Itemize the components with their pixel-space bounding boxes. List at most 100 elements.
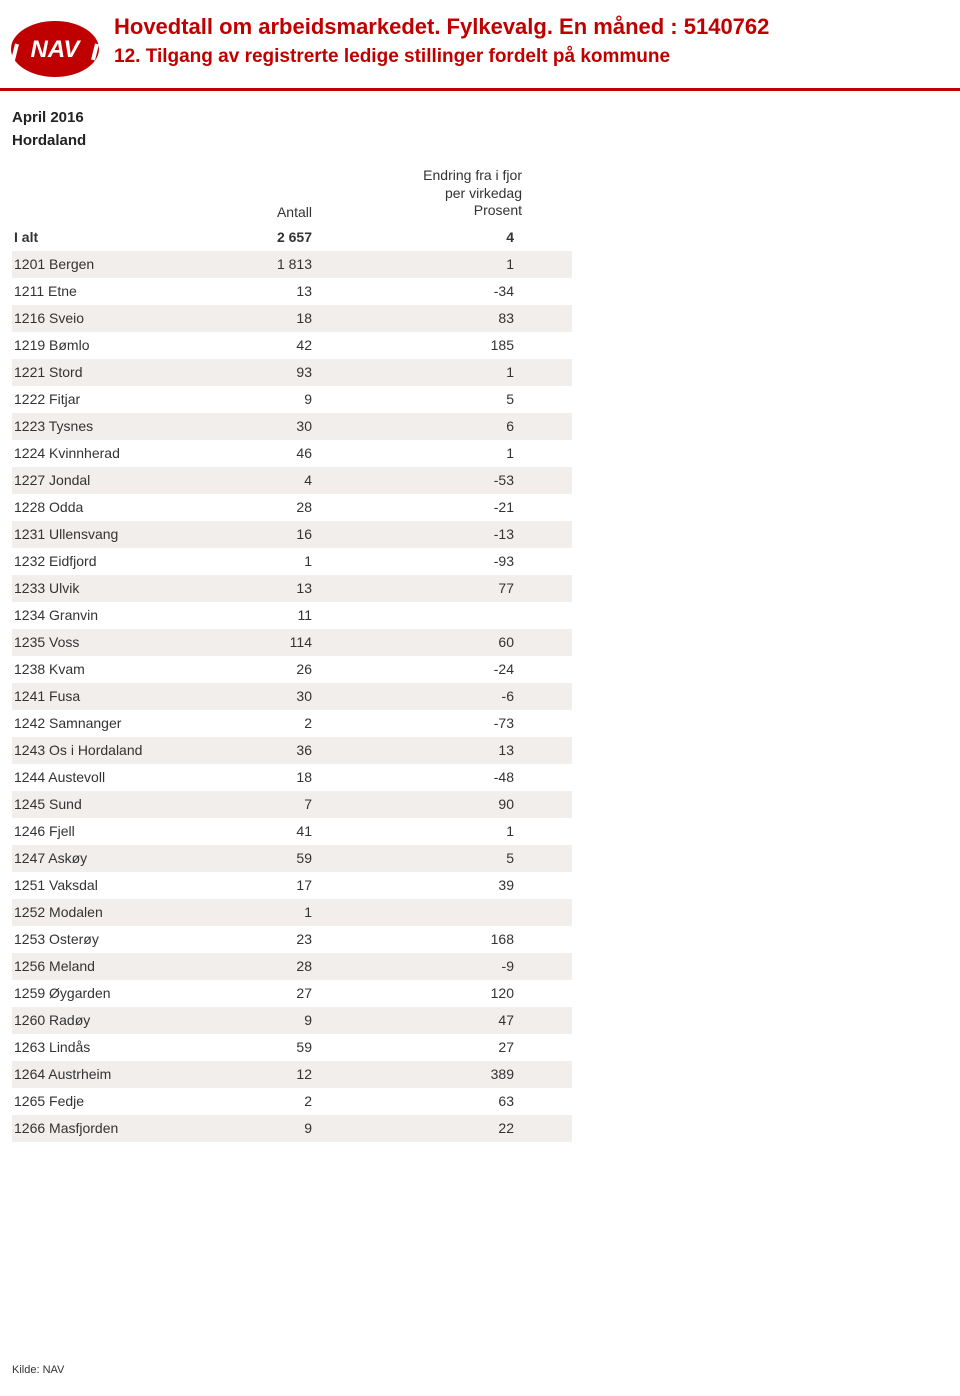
row-antall: 4: [202, 472, 322, 488]
row-antall: 93: [202, 364, 322, 380]
row-name: 1245 Sund: [12, 796, 202, 812]
row-change: 60: [322, 634, 522, 650]
row-name: 1228 Odda: [12, 499, 202, 515]
row-change: -73: [322, 715, 522, 731]
table-row: 1232 Eidfjord1-93: [12, 548, 572, 575]
row-change: 77: [322, 580, 522, 596]
row-name: 1263 Lindås: [12, 1039, 202, 1055]
table-row: 1216 Sveio1883: [12, 305, 572, 332]
table-row: 1231 Ullensvang16-13: [12, 521, 572, 548]
row-name: 1251 Vaksdal: [12, 877, 202, 893]
row-name: 1265 Fedje: [12, 1093, 202, 1109]
row-change: -6: [322, 688, 522, 704]
row-antall: 30: [202, 688, 322, 704]
row-antall: 16: [202, 526, 322, 542]
table-row: 1243 Os i Hordaland3613: [12, 737, 572, 764]
row-name: 1259 Øygarden: [12, 985, 202, 1001]
row-change: 39: [322, 877, 522, 893]
row-name: 1260 Radøy: [12, 1012, 202, 1028]
row-name: 1219 Bømlo: [12, 337, 202, 353]
row-name: 1216 Sveio: [12, 310, 202, 326]
row-name: 1266 Masfjorden: [12, 1120, 202, 1136]
row-antall: 30: [202, 418, 322, 434]
row-name: 1222 Fitjar: [12, 391, 202, 407]
row-change: 1: [322, 364, 522, 380]
row-name: 1241 Fusa: [12, 688, 202, 704]
row-antall: 28: [202, 958, 322, 974]
row-change: 5: [322, 850, 522, 866]
row-name: 1238 Kvam: [12, 661, 202, 677]
row-change: 22: [322, 1120, 522, 1136]
report-header: NAV Hovedtall om arbeidsmarkedet. Fylkev…: [0, 0, 960, 91]
row-change: 47: [322, 1012, 522, 1028]
row-name: 1224 Kvinnherad: [12, 445, 202, 461]
table-row: 1260 Radøy947: [12, 1007, 572, 1034]
page: NAV Hovedtall om arbeidsmarkedet. Fylkev…: [0, 0, 960, 1396]
row-antall: 28: [202, 499, 322, 515]
row-change: 389: [322, 1066, 522, 1082]
row-change: 1: [322, 823, 522, 839]
row-antall: 42: [202, 337, 322, 353]
table-row: 1251 Vaksdal1739: [12, 872, 572, 899]
table-row: 1245 Sund790: [12, 791, 572, 818]
row-name: 1235 Voss: [12, 634, 202, 650]
table-row: 1266 Masfjorden922: [12, 1115, 572, 1142]
total-change: 4: [322, 229, 522, 245]
row-name: 1201 Bergen: [12, 256, 202, 272]
row-antall: 114: [202, 634, 322, 650]
table-row: 1247 Askøy595: [12, 845, 572, 872]
row-antall: 9: [202, 391, 322, 407]
row-change: -48: [322, 769, 522, 785]
table-row: 1256 Meland28-9: [12, 953, 572, 980]
col-header-change: Endring fra i fjor per virkedag Prosent: [322, 167, 522, 220]
report-subtitle: 12. Tilgang av registrerte ledige stilli…: [114, 46, 769, 68]
table-row: 1234 Granvin11: [12, 602, 572, 629]
table-row: 1265 Fedje263: [12, 1088, 572, 1115]
footer-source: Kilde: NAV: [12, 1364, 64, 1376]
row-antall: 17: [202, 877, 322, 893]
table-row: 1219 Bømlo42185: [12, 332, 572, 359]
period-label: April 2016: [12, 109, 960, 126]
total-name: I alt: [12, 229, 202, 245]
row-change: -93: [322, 553, 522, 569]
row-change: -13: [322, 526, 522, 542]
row-antall: 12: [202, 1066, 322, 1082]
svg-text:NAV: NAV: [31, 36, 82, 63]
header-text: Hovedtall om arbeidsmarkedet. Fylkevalg.…: [114, 14, 769, 68]
row-name: 1243 Os i Hordaland: [12, 742, 202, 758]
row-name: 1256 Meland: [12, 958, 202, 974]
row-change: 27: [322, 1039, 522, 1055]
table-row: 1259 Øygarden27120: [12, 980, 572, 1007]
row-antall: 1: [202, 553, 322, 569]
row-change: -21: [322, 499, 522, 515]
row-antall: 27: [202, 985, 322, 1001]
row-antall: 1 813: [202, 256, 322, 272]
table-row: 1233 Ulvik1377: [12, 575, 572, 602]
col-header-change-l3: Prosent: [322, 202, 522, 220]
row-name: 1252 Modalen: [12, 904, 202, 920]
row-name: 1231 Ullensvang: [12, 526, 202, 542]
row-change: -24: [322, 661, 522, 677]
table-row: 1238 Kvam26-24: [12, 656, 572, 683]
row-change: 1: [322, 445, 522, 461]
row-name: 1221 Stord: [12, 364, 202, 380]
row-name: 1247 Askøy: [12, 850, 202, 866]
row-change: 185: [322, 337, 522, 353]
col-header-change-l2: per virkedag: [322, 185, 522, 203]
row-antall: 18: [202, 310, 322, 326]
row-change: 5: [322, 391, 522, 407]
nav-logo: NAV: [10, 20, 100, 78]
table-row: 1253 Osterøy23168: [12, 926, 572, 953]
table-row: 1201 Bergen1 8131: [12, 251, 572, 278]
table-header-row: Antall Endring fra i fjor per virkedag P…: [12, 167, 572, 224]
row-antall: 2: [202, 715, 322, 731]
row-antall: 13: [202, 283, 322, 299]
table-row: 1242 Samnanger2-73: [12, 710, 572, 737]
report-body: April 2016 Hordaland Antall Endring fra …: [0, 91, 960, 1142]
table-row: 1241 Fusa30-6: [12, 683, 572, 710]
table-total-row: I alt 2 657 4: [12, 224, 572, 251]
row-antall: 11: [202, 607, 322, 623]
data-table: Antall Endring fra i fjor per virkedag P…: [12, 167, 572, 1142]
row-name: 1223 Tysnes: [12, 418, 202, 434]
row-antall: 7: [202, 796, 322, 812]
